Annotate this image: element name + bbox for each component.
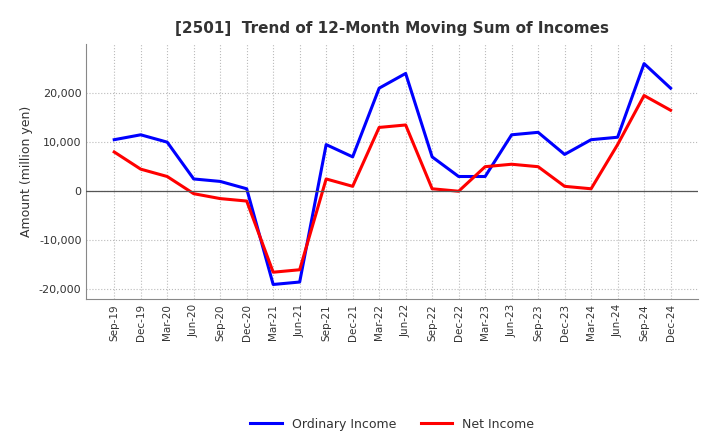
Ordinary Income (243, 186, 251, 191)
Net Income (428, 186, 436, 191)
Net Income (666, 108, 675, 113)
Ordinary Income (189, 176, 198, 182)
Ordinary Income (163, 139, 171, 145)
Net Income (136, 166, 145, 172)
Net Income (216, 196, 225, 201)
Net Income (269, 270, 277, 275)
Line: Ordinary Income: Ordinary Income (114, 64, 670, 285)
Net Income (163, 174, 171, 179)
Net Income (110, 149, 119, 154)
Legend: Ordinary Income, Net Income: Ordinary Income, Net Income (246, 413, 539, 436)
Ordinary Income (401, 71, 410, 76)
Net Income (454, 189, 463, 194)
Y-axis label: Amount (million yen): Amount (million yen) (20, 106, 33, 237)
Ordinary Income (454, 174, 463, 179)
Net Income (295, 267, 304, 272)
Net Income (243, 198, 251, 204)
Net Income (481, 164, 490, 169)
Title: [2501]  Trend of 12-Month Moving Sum of Incomes: [2501] Trend of 12-Month Moving Sum of I… (176, 21, 609, 36)
Net Income (348, 183, 357, 189)
Net Income (560, 183, 569, 189)
Net Income (401, 122, 410, 128)
Net Income (322, 176, 330, 182)
Net Income (613, 142, 622, 147)
Ordinary Income (613, 135, 622, 140)
Ordinary Income (508, 132, 516, 137)
Ordinary Income (322, 142, 330, 147)
Ordinary Income (560, 152, 569, 157)
Ordinary Income (666, 85, 675, 91)
Line: Net Income: Net Income (114, 95, 670, 272)
Net Income (375, 125, 384, 130)
Ordinary Income (110, 137, 119, 143)
Ordinary Income (640, 61, 649, 66)
Net Income (640, 93, 649, 98)
Ordinary Income (136, 132, 145, 137)
Net Income (534, 164, 542, 169)
Net Income (587, 186, 595, 191)
Ordinary Income (269, 282, 277, 287)
Ordinary Income (587, 137, 595, 143)
Ordinary Income (295, 279, 304, 285)
Net Income (189, 191, 198, 196)
Ordinary Income (534, 130, 542, 135)
Ordinary Income (428, 154, 436, 160)
Ordinary Income (375, 85, 384, 91)
Ordinary Income (348, 154, 357, 160)
Ordinary Income (481, 174, 490, 179)
Net Income (508, 161, 516, 167)
Ordinary Income (216, 179, 225, 184)
